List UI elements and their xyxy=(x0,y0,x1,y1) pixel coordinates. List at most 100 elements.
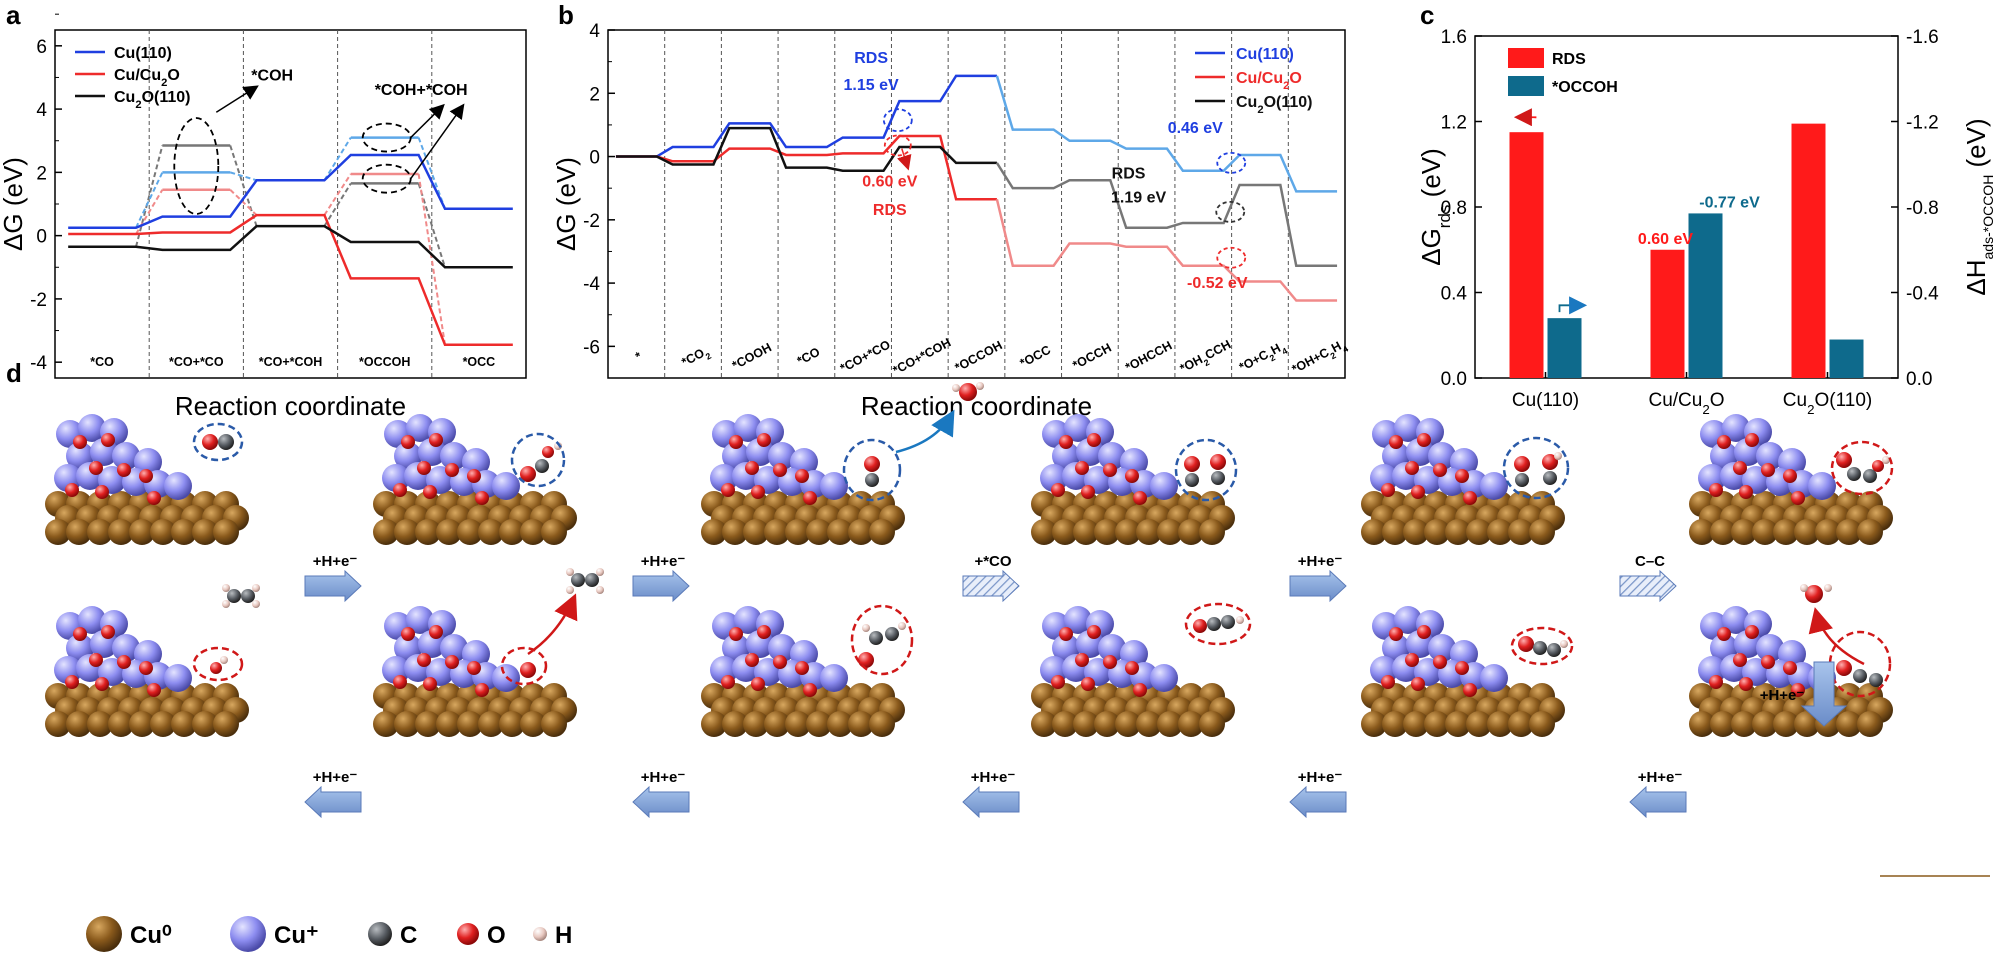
c-atom xyxy=(1853,669,1867,683)
chart-c-bar-rds xyxy=(1509,132,1544,378)
adsorbate-ring xyxy=(1502,436,1570,500)
chart-a-branch-connector xyxy=(323,182,352,227)
chart-b-ellipse-cu-2 xyxy=(1216,151,1247,174)
chart-a-annotation-coh: *COH xyxy=(251,68,293,85)
chart-a-ytick-label: 2 xyxy=(36,163,47,184)
c-atom xyxy=(1211,471,1225,485)
chart-b-rds-ellipse-cu xyxy=(882,108,913,133)
cu-plus-atom xyxy=(406,414,434,442)
lattice-o-atom xyxy=(1087,625,1101,639)
lattice-o-atom xyxy=(1745,433,1759,447)
cu0-atom xyxy=(150,519,176,545)
lattice-o-atom xyxy=(1125,661,1139,675)
chart-c-category-label: Cu2O(110) xyxy=(1783,390,1872,417)
cu-plus-atom xyxy=(1808,472,1836,500)
cu-plus-atom xyxy=(492,472,520,500)
o-atom xyxy=(1210,454,1226,470)
c-atom xyxy=(865,473,879,487)
lattice-o-atom xyxy=(751,677,765,691)
o-atom xyxy=(1193,619,1207,633)
c-atom xyxy=(1869,673,1883,687)
o-atom xyxy=(1542,454,1558,470)
lattice-o-atom xyxy=(73,627,87,641)
chart-b-annotation-rds-cucu2o: RDS xyxy=(873,202,907,219)
c-atom xyxy=(1221,615,1235,629)
cu0-atom xyxy=(869,519,895,545)
lattice-o-atom xyxy=(475,491,489,505)
adsorbate-ring xyxy=(1174,438,1238,502)
down-arrow xyxy=(1800,661,1848,727)
chart-b-ellipse-cu2o xyxy=(1215,201,1246,223)
top-row-arrow xyxy=(632,569,690,603)
cu0-atom xyxy=(1094,711,1120,737)
o-atom xyxy=(210,662,222,674)
cu0-atom xyxy=(848,711,874,737)
cu0-atom xyxy=(1731,711,1757,737)
chart-a-cohcoh-arrow xyxy=(410,103,445,139)
lattice-o-atom xyxy=(1051,483,1065,497)
cu0-atom xyxy=(1752,711,1778,737)
chart-c-ytick-right-label: -1.2 xyxy=(1906,113,1939,134)
lattice-o-atom xyxy=(745,461,759,475)
lattice-o-atom xyxy=(1075,653,1089,667)
cu0-atom xyxy=(1529,519,1555,545)
cu-plus-atom xyxy=(1394,606,1422,634)
c-atom xyxy=(1207,617,1221,631)
o-atom xyxy=(1836,660,1852,676)
cu0-atom xyxy=(1031,519,1057,545)
panel-letter-a: a xyxy=(6,0,21,30)
cu0-atom xyxy=(129,519,155,545)
lattice-o-atom xyxy=(1709,483,1723,497)
cu0-atom xyxy=(1031,711,1057,737)
h-atom xyxy=(1800,584,1808,592)
o-atom xyxy=(1805,585,1823,603)
lattice-o-atom xyxy=(1405,461,1419,475)
lattice-o-atom xyxy=(1783,661,1797,675)
adsorbate-ring xyxy=(1184,602,1252,646)
cu0-atom xyxy=(373,711,399,737)
cu0-atom xyxy=(150,711,176,737)
c-atom xyxy=(535,459,549,473)
bottom-row-step-label: +H+e⁻ xyxy=(641,769,686,786)
lattice-o-atom xyxy=(757,433,771,447)
lattice-o-atom xyxy=(417,461,431,475)
lattice-o-atom xyxy=(1411,677,1425,691)
bottom-row-arrow xyxy=(632,785,690,819)
chart-a-series-cu2o-110 xyxy=(68,224,513,269)
lattice-o-atom xyxy=(1463,683,1477,697)
cu0-atom xyxy=(1073,519,1099,545)
cu0-atom xyxy=(1094,519,1120,545)
h-atom xyxy=(1882,456,1890,464)
cu0-atom xyxy=(1836,519,1862,545)
adsorbate-ring xyxy=(1510,626,1574,666)
lattice-o-atom xyxy=(1745,625,1759,639)
chart-c-ytick-left-label: 1.6 xyxy=(1441,27,1467,48)
lattice-o-atom xyxy=(1411,485,1425,499)
o-atom xyxy=(1518,636,1534,652)
lattice-o-atom xyxy=(773,463,787,477)
cu0-atom xyxy=(743,519,769,545)
lattice-o-atom xyxy=(1059,435,1073,449)
lattice-o-atom xyxy=(1455,469,1469,483)
h-atom xyxy=(952,384,960,392)
cu-plus-atom xyxy=(440,634,468,662)
lattice-o-atom xyxy=(729,435,743,449)
chart-a-series-cu-110 xyxy=(68,153,513,229)
cu0-atom xyxy=(108,519,134,545)
cu0-atom xyxy=(1731,519,1757,545)
lattice-o-atom xyxy=(1733,653,1747,667)
lattice-o-atom xyxy=(393,483,407,497)
cu0-atom xyxy=(785,711,811,737)
o-atom xyxy=(959,383,977,401)
c-atom xyxy=(1533,641,1547,655)
cu-plus-atom xyxy=(820,472,848,500)
lattice-o-atom xyxy=(1389,435,1403,449)
lattice-o-atom xyxy=(1051,675,1065,689)
cu0-atom xyxy=(1794,711,1820,737)
chart-b-ytick-label: 4 xyxy=(589,21,600,42)
chart-b-ylabel: ΔG (eV) xyxy=(551,157,581,251)
chart-c-ytick-left-label: 1.2 xyxy=(1441,113,1467,134)
top-row-arrow xyxy=(962,569,1020,603)
adsorbate-ring xyxy=(842,438,902,502)
